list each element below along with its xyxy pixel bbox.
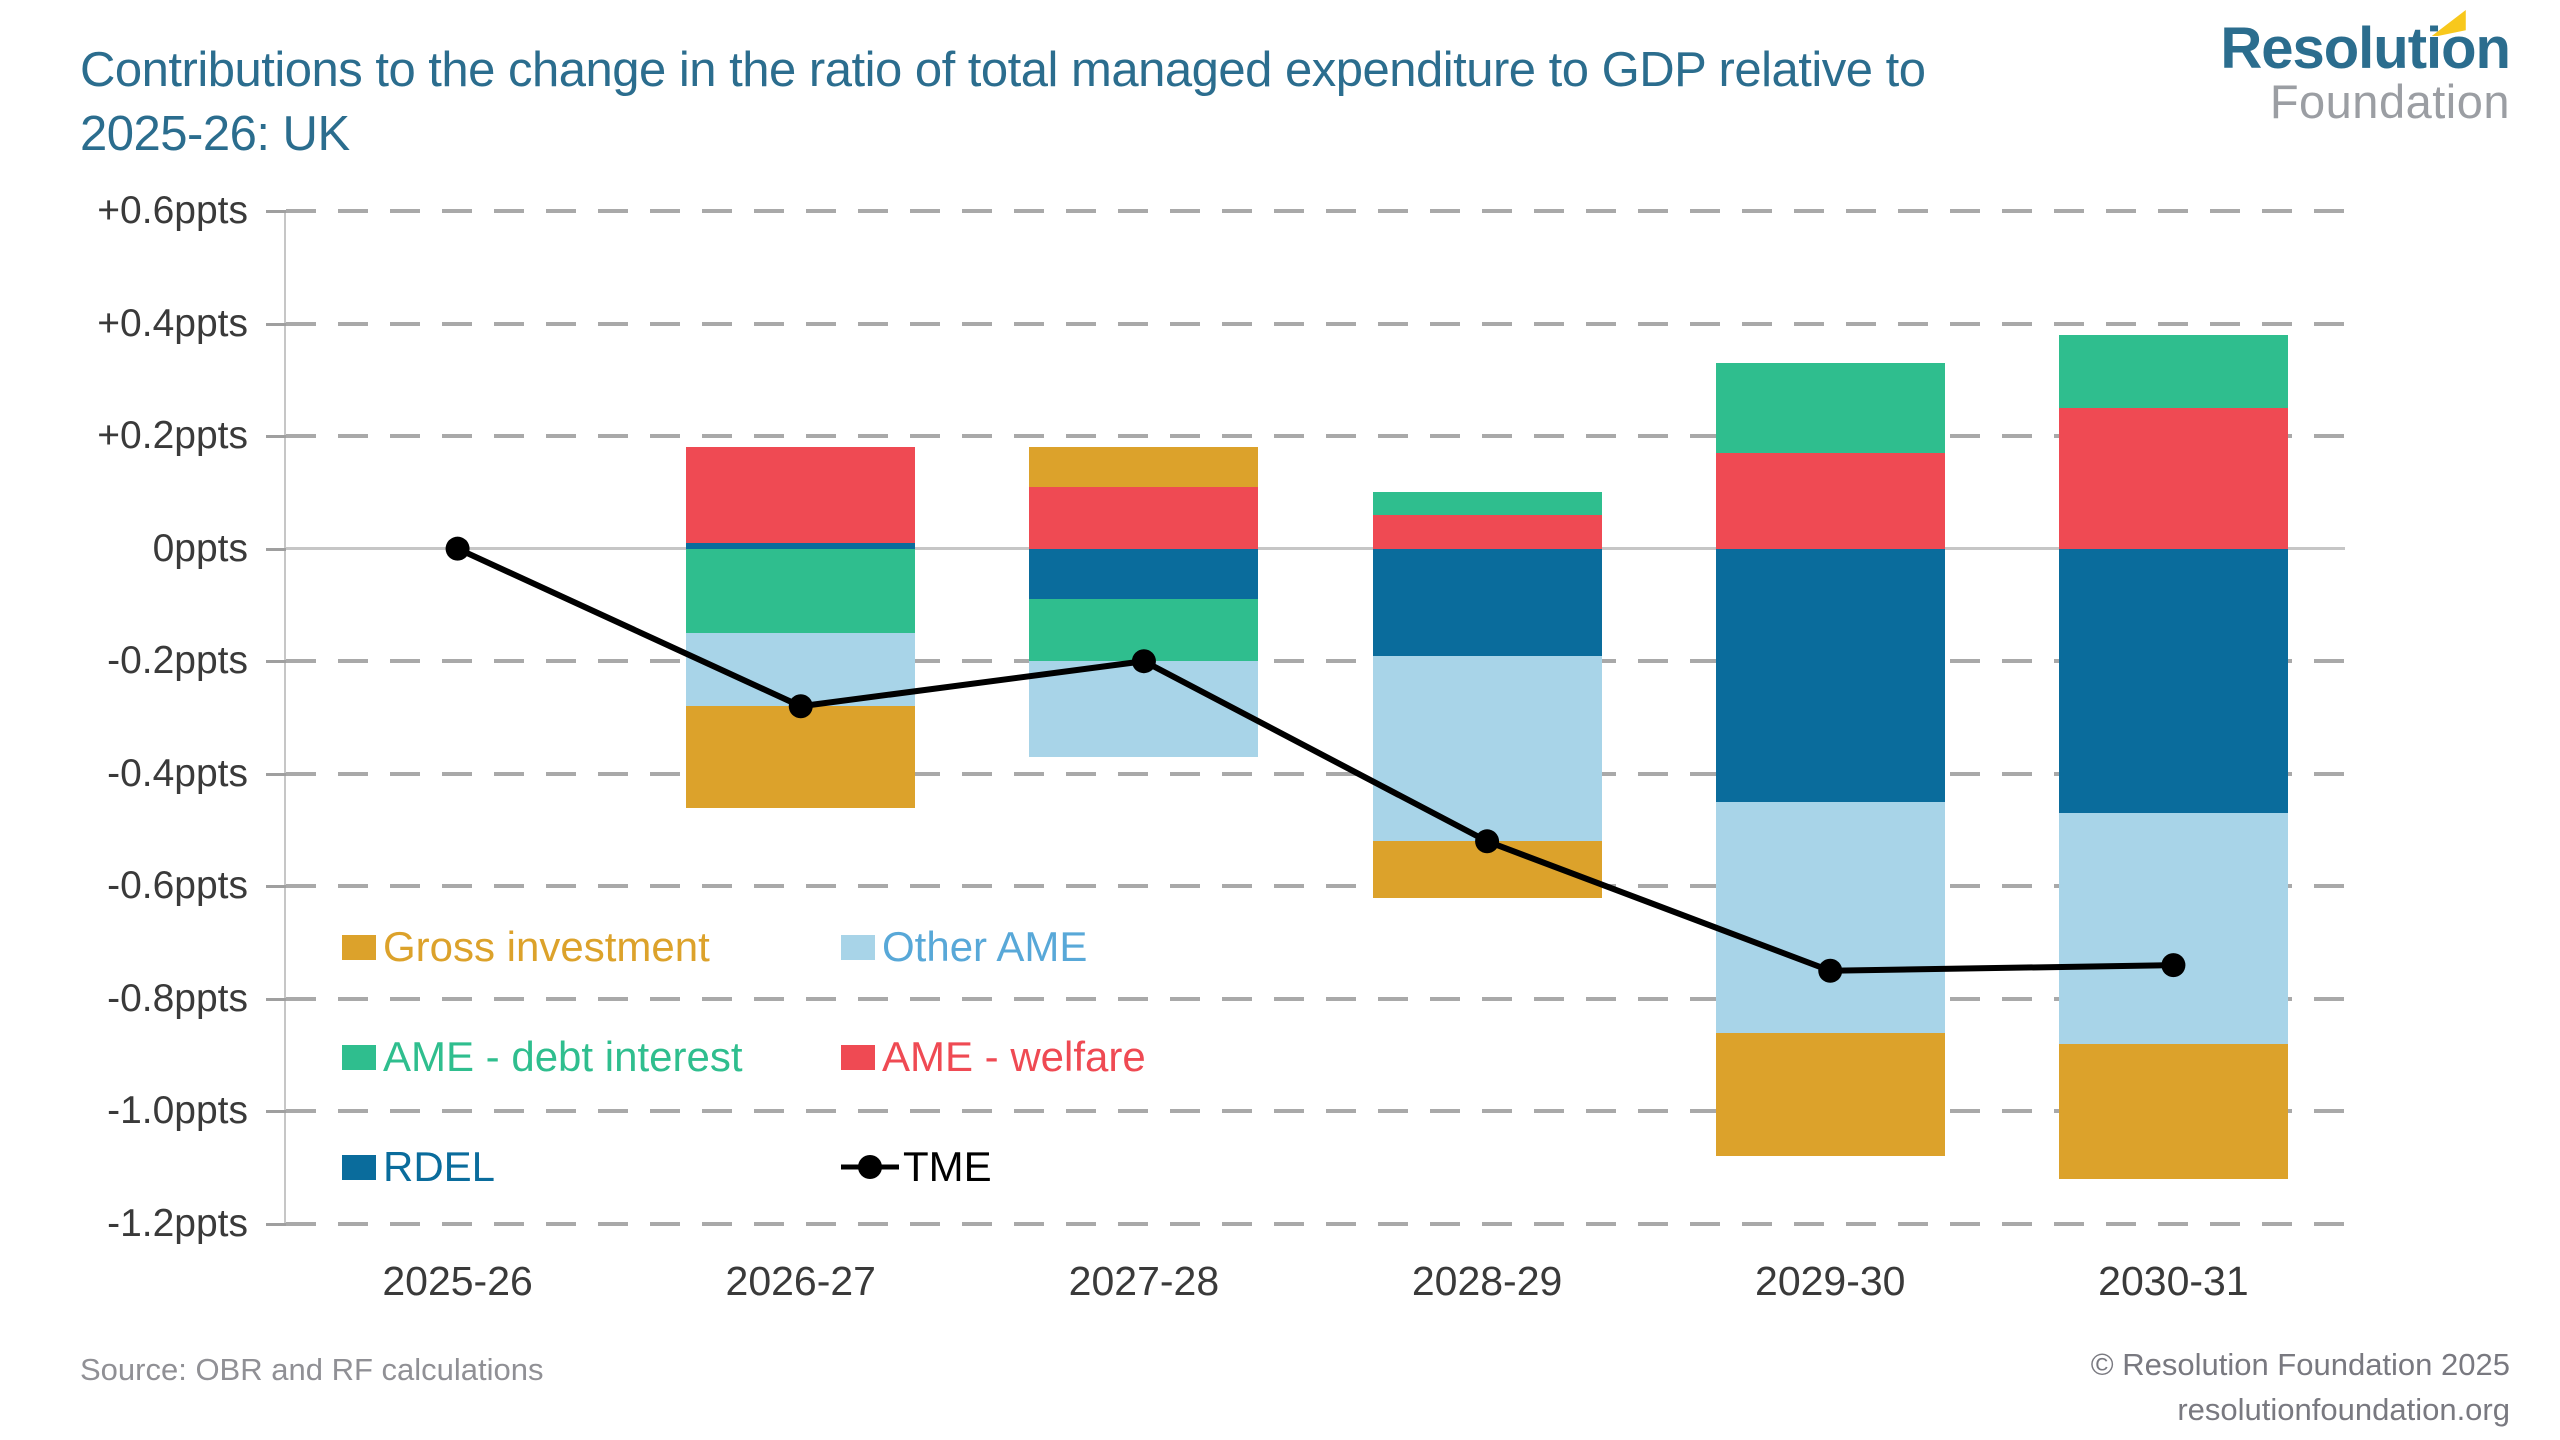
footer-copyright: © Resolution Foundation 2025 resolutionf…: [2091, 1342, 2510, 1432]
legend-label: TME: [903, 1143, 992, 1190]
plot-area: Gross investment Other AME AME - debt inte…: [266, 209, 2345, 1226]
y-axis-tick: [266, 660, 286, 664]
legend-item: RDEL: [342, 1143, 495, 1191]
y-axis-tick: [266, 547, 286, 551]
copyright-text: © Resolution Foundation 2025: [2090, 1347, 2510, 1382]
y-axis-tick-label: +0.2ppts: [97, 414, 248, 458]
gridline: [286, 884, 2345, 889]
bar-segment: [1715, 548, 1945, 802]
y-axis-tick-label: +0.6ppts: [97, 189, 248, 232]
legend-item: Gross investment: [342, 923, 710, 971]
bar-segment: [686, 706, 916, 808]
legend-label: RDEL: [383, 1143, 496, 1190]
resolution-foundation-logo: Resolution Foundation: [2220, 10, 2511, 128]
bar-segment: [1715, 452, 1945, 549]
tme-data-point: [788, 694, 813, 719]
zero-gridline: [286, 546, 2345, 550]
legend-item: AME - debt interest: [342, 1033, 742, 1081]
legend-swatch-icon: [841, 1044, 875, 1070]
legend-item: Other AME: [841, 923, 1087, 971]
x-axis-category-label: 2025-26: [382, 1258, 533, 1304]
bar-segment: [1029, 661, 1259, 757]
x-axis-category-label: 2027-28: [1068, 1258, 1220, 1304]
x-axis-category-label: 2030-31: [2098, 1258, 2249, 1304]
gridline: [286, 209, 2345, 213]
legend-label: AME - debt interest: [383, 1033, 743, 1080]
y-axis-tick-label: -1.2ppts: [107, 1202, 248, 1245]
bar-segment: [1029, 548, 1259, 600]
legend-item: TME: [841, 1143, 992, 1191]
gridline: [286, 1222, 2345, 1226]
tme-data-point: [1131, 649, 1156, 674]
y-axis-tick-label: -1.0ppts: [107, 1089, 248, 1133]
bar-segment: [2058, 1043, 2288, 1179]
y-axis-line: [284, 211, 286, 1224]
bar-segment: [1715, 801, 1945, 1033]
gridline: [286, 771, 2345, 776]
legend-label: AME - welfare: [882, 1033, 1146, 1080]
y-axis-tick-label: +0.4ppts: [97, 301, 248, 345]
tme-trend-line: [445, 536, 2186, 983]
gridline: [286, 659, 2345, 664]
bar-segment: [686, 543, 916, 549]
legend-swatch-icon: [342, 1154, 376, 1180]
bar-segment: [2058, 813, 2288, 1044]
x-axis-category-label: 2026-27: [725, 1258, 876, 1304]
bar-segment: [1715, 1032, 1945, 1157]
bar-segment: [1372, 548, 1602, 656]
tme-data-point: [1818, 958, 1843, 983]
logo-wordmark-secondary: Foundation: [2269, 75, 2510, 128]
tme-data-point: [1475, 829, 1500, 854]
gridline: [286, 434, 2345, 439]
x-axis-category-label: 2028-29: [1411, 1258, 1563, 1304]
bar-segment: [1372, 492, 1602, 515]
gridline: [286, 321, 2345, 326]
legend-swatch-icon: [342, 934, 376, 960]
bar-segment: [1029, 486, 1259, 549]
tme-legend-marker-icon: [841, 1155, 899, 1179]
y-axis-tick: [266, 1110, 286, 1114]
legend-swatch-icon: [841, 934, 875, 960]
page-title-line2: 2025-26: UK: [80, 107, 350, 161]
bar-segment: [2058, 334, 2288, 408]
y-axis-tick-label: -0.6ppts: [107, 864, 248, 908]
y-axis-tick: [266, 1223, 286, 1226]
y-axis-tick-label: -0.4ppts: [107, 751, 248, 795]
bar-segment: [686, 447, 916, 544]
legend-swatch-icon: [342, 1044, 376, 1070]
x-axis-category-label: 2029-30: [1755, 1258, 1906, 1304]
bar-segment: [1372, 514, 1602, 549]
y-axis-tick-label: 0ppts: [152, 526, 248, 570]
legend-label: Other AME: [882, 923, 1088, 970]
tme-data-point: [445, 536, 470, 561]
website-text: resolutionfoundation.org: [2177, 1392, 2510, 1427]
bar-segment: [686, 548, 916, 634]
bar-segment: [2058, 407, 2288, 549]
gridline: [286, 1109, 2345, 1114]
gridline: [286, 996, 2345, 1001]
bar-segment: [1372, 655, 1602, 842]
y-axis-tick: [266, 772, 286, 776]
y-axis-tick-label: -0.2ppts: [107, 639, 248, 683]
legend-item: AME - welfare: [841, 1033, 1146, 1081]
y-axis-tick: [266, 435, 286, 439]
y-axis-tick-label: -0.8ppts: [107, 976, 248, 1020]
tme-data-point: [2161, 953, 2186, 978]
y-axis-tick: [266, 997, 286, 1001]
y-axis-tick: [266, 210, 286, 213]
bar-segment: [1715, 362, 1945, 453]
page-title: Contributions to the change in the ratio…: [80, 38, 2210, 166]
y-axis-tick: [266, 885, 286, 889]
y-axis-tick: [266, 322, 286, 326]
bar-segment: [2058, 548, 2288, 814]
legend-label: Gross investment: [383, 923, 710, 970]
source-note: Source: OBR and RF calculations: [80, 1352, 544, 1387]
bar-segment: [1029, 447, 1259, 487]
logo-wordmark-primary: Resolution: [2220, 10, 2511, 78]
page-title-line1: Contributions to the change in the ratio…: [80, 43, 1926, 97]
